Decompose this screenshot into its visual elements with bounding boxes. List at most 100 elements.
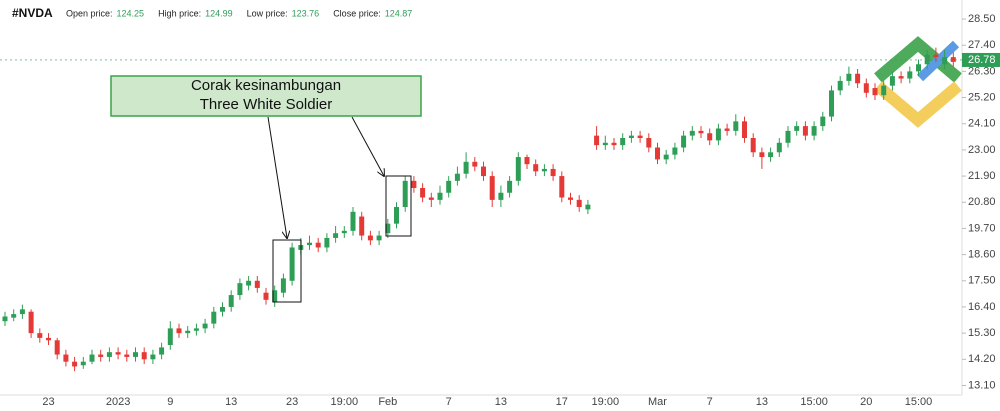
candle-body [785, 130, 791, 143]
x-tick-label: 2023 [106, 396, 130, 408]
candle-body [576, 199, 582, 208]
x-tick-label: 23 [286, 396, 298, 408]
candle-body [602, 142, 608, 146]
candle-body [124, 354, 130, 357]
y-tick-label: 15.30 [968, 327, 996, 339]
y-tick-label: 21.90 [968, 170, 996, 182]
candle-body [855, 73, 861, 84]
candle-body [498, 192, 504, 200]
candle-body [750, 138, 756, 153]
candle-body [489, 176, 495, 200]
x-tick-label: 13 [756, 396, 768, 408]
x-tick-label: 13 [495, 396, 507, 408]
x-tick-label: Mar [648, 396, 667, 408]
candle-body [19, 309, 25, 315]
candle-body [515, 157, 521, 181]
candle-body [176, 328, 182, 334]
info-label: Close price: [333, 8, 381, 18]
candle-body [385, 223, 391, 234]
candle-body [707, 133, 713, 141]
info-value: 124.25 [117, 8, 145, 18]
x-tick-label: 19:00 [592, 396, 620, 408]
candle-body [220, 306, 225, 312]
candle-body [811, 126, 817, 136]
candle-body [907, 71, 913, 79]
candle-body [359, 216, 365, 236]
candle-body [106, 352, 112, 357]
logo-yellow [874, 81, 962, 128]
candle-body [263, 292, 269, 300]
candle-body [942, 57, 948, 65]
candle-body [72, 361, 78, 367]
candle-body [568, 197, 573, 200]
candle-body [376, 235, 382, 241]
candle-body [559, 176, 565, 198]
candle-body [802, 126, 808, 136]
x-tick-label: 20 [860, 396, 872, 408]
header-info: Open price: 124.25 High price: 124.99 Low pr… [66, 8, 412, 18]
symbol: #NVDA [12, 6, 53, 20]
plot-area [2, 47, 956, 372]
annotation-text: Corak kesinambungan [191, 77, 341, 94]
y-tick-label: 26.30 [968, 65, 996, 77]
candle-body [916, 64, 921, 72]
pattern-box [385, 175, 412, 237]
candle-body [933, 54, 939, 58]
candle-body [733, 121, 739, 131]
candle-body [889, 76, 895, 86]
pattern-box [272, 239, 302, 303]
candle-body [237, 283, 243, 296]
candle-body [681, 135, 687, 148]
candle-body [394, 207, 399, 224]
y-tick-label: 18.60 [968, 249, 996, 261]
info-value: 124.99 [205, 8, 233, 18]
candle-body [246, 280, 252, 286]
candle-body [881, 85, 887, 96]
candle-body [211, 311, 217, 324]
candle-body [402, 180, 408, 208]
candle-body [585, 204, 591, 210]
x-tick-label: Feb [378, 396, 397, 408]
candle-body [663, 154, 669, 160]
candle-body [541, 168, 547, 172]
candle-body [463, 161, 469, 174]
candle-body [54, 340, 60, 355]
candle-body [863, 83, 869, 93]
candle-body [481, 166, 486, 177]
last-price-label: 26.78 [968, 54, 996, 66]
candle-body [872, 88, 878, 96]
candle-body [637, 135, 643, 139]
candle-body [820, 116, 826, 127]
candle-body [193, 328, 199, 331]
candle-body [315, 242, 321, 248]
x-tick-label: 7 [446, 396, 452, 408]
candle-body [159, 347, 165, 355]
annotation-arrow [351, 116, 384, 176]
candle-body [89, 354, 95, 362]
candle-body [550, 168, 556, 177]
info-label: High price: [158, 8, 201, 18]
x-tick-label: 13 [225, 396, 237, 408]
candle-body [133, 352, 138, 357]
candle-body [759, 152, 765, 158]
candle-body [742, 121, 747, 139]
candle-body [524, 157, 530, 165]
candle-body [63, 354, 69, 362]
candle-body [11, 314, 17, 318]
candle-body [829, 90, 834, 117]
annotation-text: Three White Soldier [200, 96, 333, 113]
candle-body [272, 290, 278, 303]
x-tick-label: 7 [707, 396, 713, 408]
candle-body [837, 80, 843, 91]
candle-body [28, 311, 34, 334]
info-label: Open price: [66, 8, 113, 18]
candle-body [715, 128, 721, 141]
candle-body [150, 354, 156, 360]
x-tick-label: 19:00 [331, 396, 359, 408]
candle-body [115, 352, 121, 355]
candle-body [141, 352, 147, 360]
candle-body [202, 323, 208, 329]
candle-body [533, 164, 539, 172]
candle-body [228, 295, 234, 307]
candle-body [367, 235, 373, 241]
